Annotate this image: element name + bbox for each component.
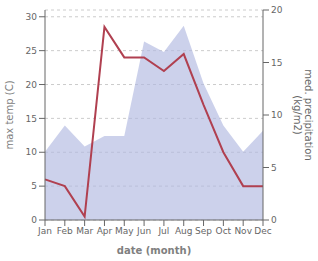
svg-text:10: 10: [26, 147, 38, 157]
svg-text:Sep: Sep: [195, 226, 212, 236]
svg-text:Nov: Nov: [234, 226, 252, 236]
svg-text:date (month): date (month): [117, 245, 191, 256]
svg-text:max temp (C): max temp (C): [8, 80, 15, 149]
svg-text:med. precipitation(kg/m2): med. precipitation(kg/m2): [292, 69, 310, 161]
svg-text:Jul: Jul: [157, 226, 169, 236]
svg-text:Oct: Oct: [216, 226, 232, 236]
svg-text:30: 30: [26, 12, 38, 22]
svg-text:15: 15: [26, 114, 37, 124]
svg-text:Feb: Feb: [57, 226, 73, 236]
svg-text:10: 10: [271, 110, 283, 120]
svg-text:5: 5: [31, 181, 37, 191]
svg-text:Jun: Jun: [136, 226, 151, 236]
svg-text:Mar: Mar: [76, 226, 93, 236]
svg-text:5: 5: [271, 163, 277, 173]
svg-text:20: 20: [26, 80, 38, 90]
svg-text:Dec: Dec: [254, 226, 271, 236]
svg-text:Apr: Apr: [97, 226, 113, 236]
svg-text:20: 20: [271, 5, 283, 15]
svg-text:0: 0: [271, 215, 277, 225]
svg-text:Jan: Jan: [37, 226, 52, 236]
svg-text:15: 15: [271, 58, 282, 68]
svg-text:25: 25: [26, 46, 37, 56]
svg-text:0: 0: [31, 215, 37, 225]
svg-text:Aug: Aug: [175, 226, 193, 236]
svg-text:May: May: [115, 226, 134, 236]
